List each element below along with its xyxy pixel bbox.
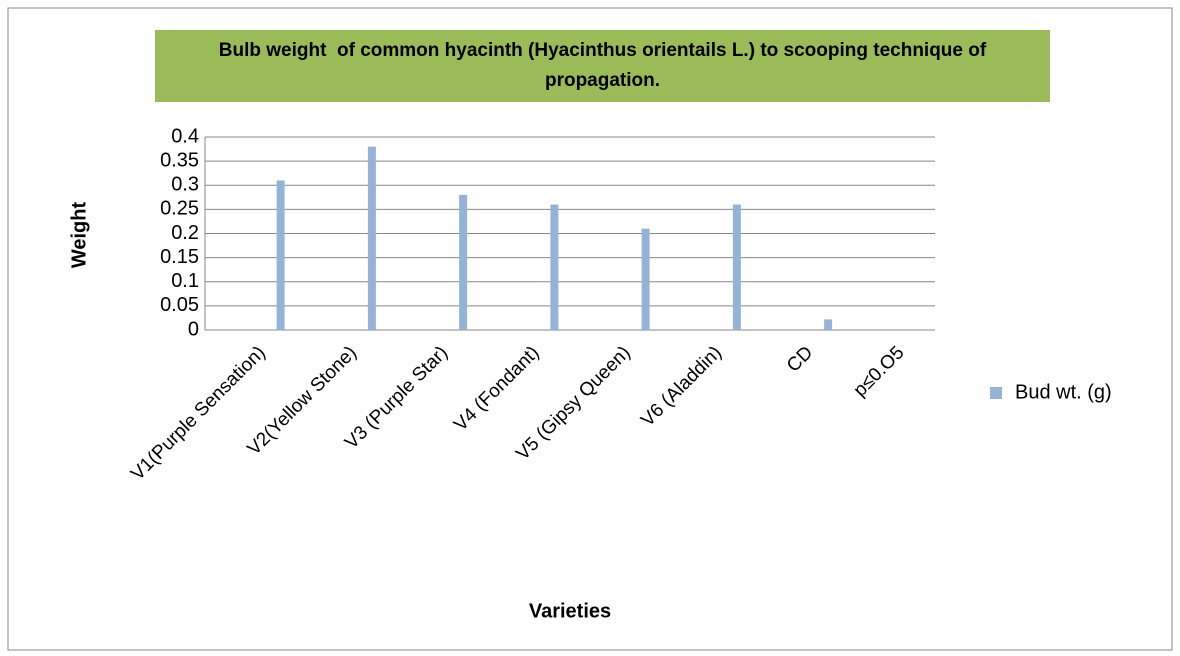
x-axis-title: Varieties xyxy=(529,600,611,622)
bar xyxy=(732,204,741,330)
y-tick-label: 0.05 xyxy=(160,294,199,316)
y-tick-label: 0.3 xyxy=(171,174,199,196)
bar xyxy=(367,146,376,330)
bar xyxy=(276,180,285,330)
bar xyxy=(459,194,468,330)
bar xyxy=(550,204,559,330)
legend-swatch xyxy=(990,387,1002,399)
y-tick-label: 0.25 xyxy=(160,198,199,220)
y-axis-title: Weight xyxy=(68,202,90,269)
y-tick-label: 0.1 xyxy=(171,270,199,292)
title-box: Bulb weight of common hyacinth (Hyacinth… xyxy=(155,30,1050,102)
legend-label: Bud wt. (g) xyxy=(1015,381,1112,403)
y-tick-label: 0.2 xyxy=(171,222,199,244)
chart-title: Bulb weight of common hyacinth (Hyacinth… xyxy=(218,40,992,91)
y-tick-label: 0.15 xyxy=(160,246,199,268)
y-tick-label: 0.35 xyxy=(160,149,199,171)
chart-border xyxy=(7,7,1173,651)
bar xyxy=(824,319,833,330)
y-tick-label: 0.4 xyxy=(171,125,199,147)
bar xyxy=(641,228,650,330)
y-tick-label: 0 xyxy=(188,318,199,340)
